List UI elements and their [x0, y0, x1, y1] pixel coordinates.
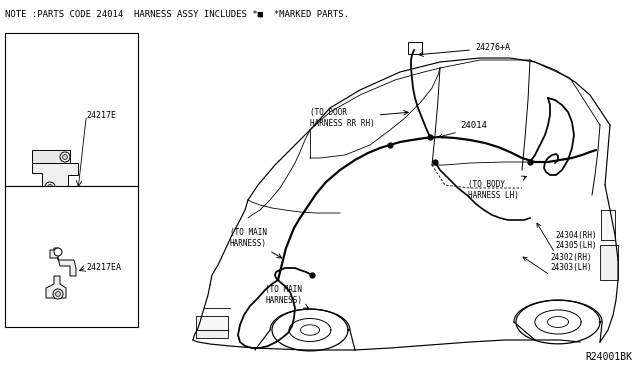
Bar — [196, 316, 228, 330]
Circle shape — [60, 152, 70, 162]
Text: (TO MAIN
HARNESS): (TO MAIN HARNESS) — [230, 228, 282, 258]
Bar — [196, 330, 228, 338]
Text: 24302(RH)
24303(LH): 24302(RH) 24303(LH) — [550, 253, 591, 272]
Polygon shape — [32, 150, 70, 163]
Text: (TO DOOR
HARNESS RR RH): (TO DOOR HARNESS RR RH) — [310, 108, 408, 128]
Circle shape — [54, 248, 62, 256]
Circle shape — [53, 289, 63, 299]
Circle shape — [56, 292, 61, 296]
Text: 24217EA: 24217EA — [86, 263, 122, 272]
Polygon shape — [46, 276, 66, 298]
Circle shape — [47, 185, 52, 189]
Bar — [600, 245, 618, 280]
Text: 24304(RH)
24305(LH): 24304(RH) 24305(LH) — [555, 231, 596, 250]
Circle shape — [45, 182, 55, 192]
Text: 24217E: 24217E — [86, 111, 116, 120]
Bar — [5, 33, 138, 186]
Polygon shape — [32, 163, 78, 207]
Bar — [601, 210, 615, 240]
Bar — [408, 42, 422, 54]
Text: (TO MAIN
HARNESS): (TO MAIN HARNESS) — [265, 285, 308, 308]
Text: 24276+A: 24276+A — [419, 44, 510, 57]
Circle shape — [63, 154, 67, 160]
Text: (TO BODY
HARNESS LH): (TO BODY HARNESS LH) — [468, 176, 527, 200]
Text: NOTE :PARTS CODE 24014  HARNESS ASSY INCLUDES *■  *MARKED PARTS.: NOTE :PARTS CODE 24014 HARNESS ASSY INCL… — [5, 9, 349, 18]
Text: R24001BK: R24001BK — [586, 352, 632, 362]
Polygon shape — [50, 248, 76, 276]
Text: 24014: 24014 — [460, 121, 487, 130]
Bar — [5, 186, 138, 327]
